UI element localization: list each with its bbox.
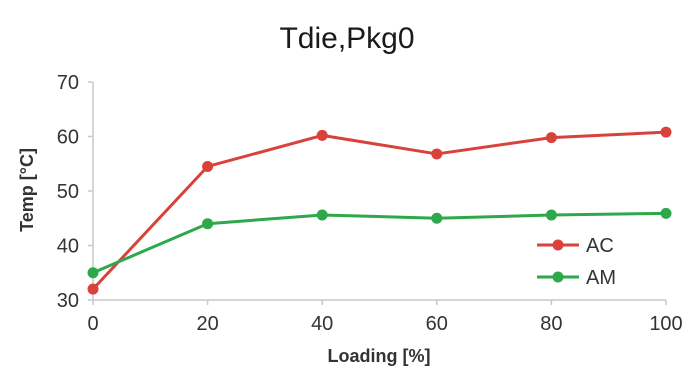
- plot-area: [92, 82, 666, 301]
- data-point-ac: [202, 160, 214, 172]
- x-axis-label: Loading [%]: [328, 346, 431, 366]
- y-tick-label: 70: [57, 72, 79, 94]
- y-axis-label: Temp [°C]: [17, 148, 37, 232]
- data-point-am: [660, 207, 672, 219]
- legend-label-ac: AC: [586, 235, 614, 257]
- y-tick-labels: 30 40 50 60 70: [57, 72, 93, 312]
- data-point-ac: [316, 129, 328, 141]
- series-layer: [87, 126, 672, 295]
- data-point-am: [87, 267, 99, 279]
- x-tick-label: 20: [196, 313, 218, 335]
- y-tick-label: 60: [57, 127, 79, 149]
- data-point-am: [431, 212, 443, 224]
- y-tick-label: 40: [57, 236, 79, 258]
- data-point-am: [316, 209, 328, 221]
- x-tick-label: 40: [311, 313, 333, 335]
- series-line-ac: [91, 130, 667, 291]
- legend-marker-ac: [552, 239, 564, 251]
- data-point-am: [545, 209, 557, 221]
- legend-label-am: AM: [586, 267, 616, 289]
- series-line-am: [92, 211, 667, 275]
- legend-marker-am: [552, 271, 564, 283]
- x-tick-label: 0: [87, 313, 98, 335]
- data-point-ac: [660, 126, 672, 138]
- legend: AC AM: [537, 235, 616, 289]
- x-tick-label: 80: [540, 313, 562, 335]
- data-point-ac: [431, 148, 443, 160]
- chart-title: Tdie,Pkg0: [279, 22, 414, 55]
- y-tick-label: 50: [57, 181, 79, 203]
- data-point-am: [202, 218, 214, 230]
- data-point-ac: [545, 132, 557, 144]
- x-tick-labels: 0 20 40 60 80 100: [87, 300, 683, 335]
- x-tick-label: 100: [649, 313, 682, 335]
- y-tick-label: 30: [57, 290, 79, 312]
- data-point-ac: [87, 283, 99, 295]
- x-tick-label: 60: [426, 313, 448, 335]
